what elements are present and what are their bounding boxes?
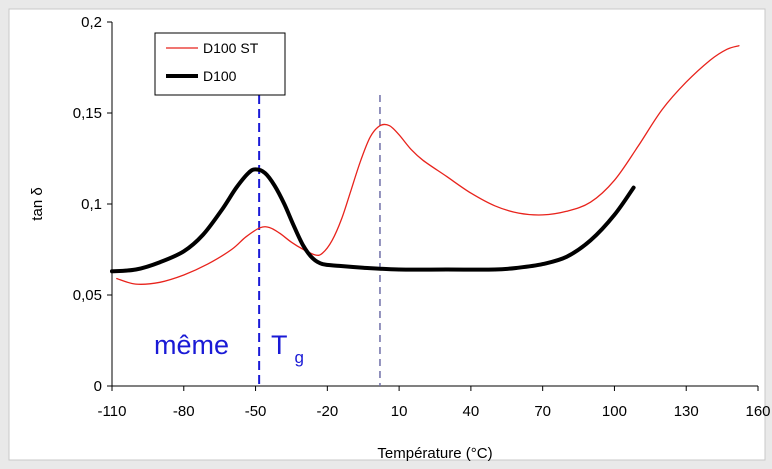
legend: D100 ST D100 <box>154 32 286 96</box>
x-ticks: -110 -80 -50 -20 10 40 70 100 130 160 <box>98 386 771 420</box>
y-tick-label: 0,1 <box>81 196 102 213</box>
annotation-word: même <box>154 330 229 360</box>
legend-box <box>154 32 286 96</box>
tg-annotation: même T g <box>154 330 304 367</box>
chart-frame <box>8 8 766 461</box>
legend-label-d100: D100 <box>203 68 237 84</box>
reference-lines <box>258 95 381 386</box>
x-tick-label: 70 <box>534 403 551 420</box>
y-tick-label: 0,15 <box>73 105 102 122</box>
annotation-tg: T <box>271 330 287 360</box>
x-tick-label: 10 <box>391 403 408 420</box>
y-axis-label: tan δ <box>29 187 46 220</box>
x-tick-label: -50 <box>245 403 267 420</box>
y-tick-label: 0,2 <box>81 14 102 31</box>
x-tick-label: 160 <box>745 403 770 420</box>
legend-label-d100-st: D100 ST <box>203 40 259 56</box>
x-axis-label: Température (°C) <box>377 445 492 462</box>
series-line-d100-st <box>116 45 740 285</box>
series-layer <box>110 45 740 285</box>
x-tick-label: 40 <box>463 403 480 420</box>
y-ticks: 0 0,05 0,1 0,15 0,2 <box>73 14 112 395</box>
x-tick-label: -80 <box>173 403 195 420</box>
x-tick-label: -110 <box>98 403 127 420</box>
y-tick-label: 0 <box>94 378 102 395</box>
annotation-tg-sub: g <box>295 348 304 367</box>
x-tick-label: 130 <box>674 403 699 420</box>
x-tick-label: 100 <box>602 403 627 420</box>
x-tick-label: -20 <box>316 403 338 420</box>
y-tick-label: 0,05 <box>73 287 102 304</box>
series-line-d100 <box>110 167 636 274</box>
